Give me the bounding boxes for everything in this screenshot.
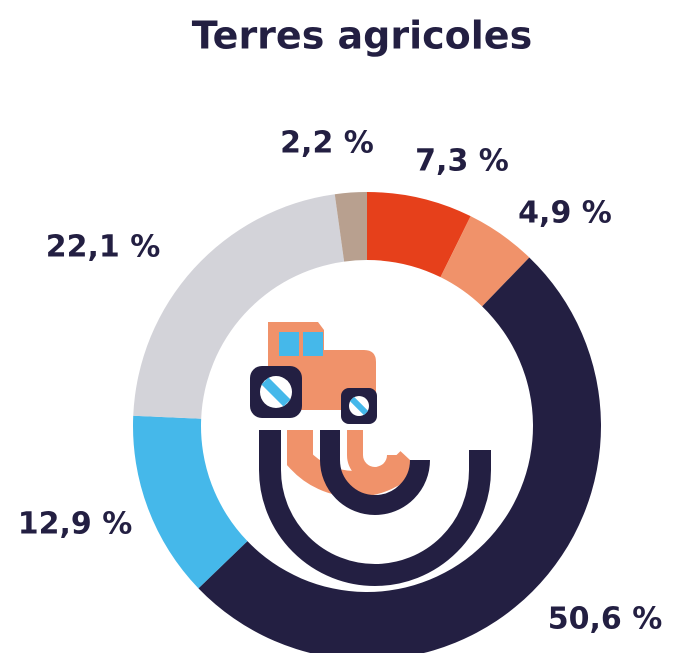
- slice: [440, 216, 530, 307]
- chart-title: Terres agricoles: [192, 14, 532, 58]
- slice: [334, 192, 367, 262]
- tractor-icon: [250, 322, 491, 586]
- value-label: 12,9 %: [18, 507, 133, 542]
- slice: [367, 192, 471, 278]
- value-label: 7,3 %: [415, 144, 509, 179]
- value-label: 4,9 %: [518, 196, 612, 231]
- value-label: 50,6 %: [548, 602, 663, 637]
- value-label: 2,2 %: [280, 126, 374, 161]
- value-label: 22,1 %: [46, 230, 161, 265]
- slice: [132, 415, 248, 589]
- slice: [133, 194, 345, 419]
- slice: [198, 257, 602, 653]
